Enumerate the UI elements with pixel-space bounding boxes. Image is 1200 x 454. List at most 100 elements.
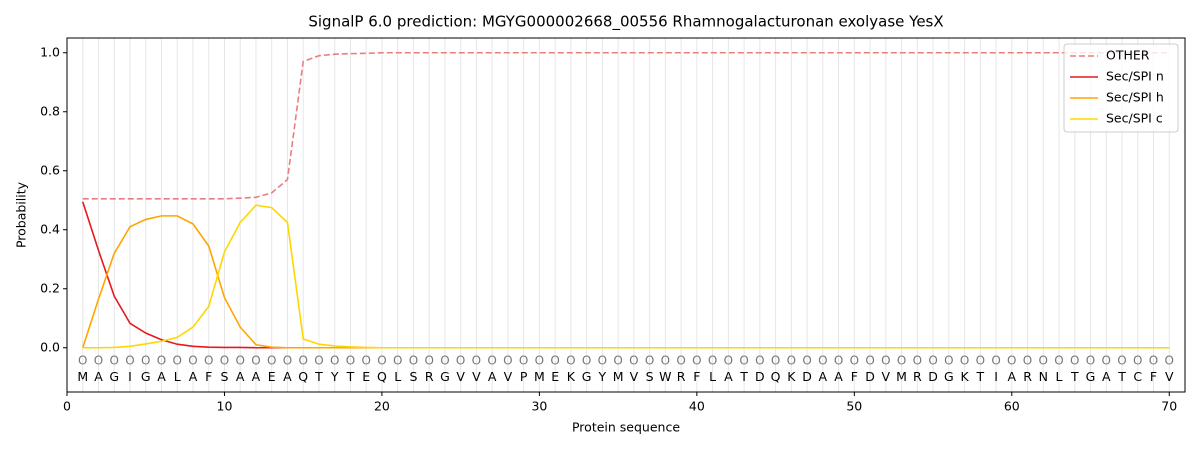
residue-label: L xyxy=(394,369,401,384)
series-line xyxy=(81,215,1170,349)
state-label: O xyxy=(235,354,244,368)
residue-label: T xyxy=(975,369,984,384)
residue-label: T xyxy=(1117,369,1126,384)
residue-label: K xyxy=(787,369,796,384)
state-label: O xyxy=(220,354,229,368)
residue-label: V xyxy=(504,369,513,384)
state-label: O xyxy=(314,354,323,368)
legend-label: OTHER xyxy=(1106,48,1150,63)
residue-label: D xyxy=(865,369,875,384)
state-label: O xyxy=(724,354,733,368)
residue-label: R xyxy=(1023,369,1032,384)
series-line xyxy=(81,201,1170,349)
state-label: O xyxy=(172,354,181,368)
legend-label: Sec/SPI c xyxy=(1106,111,1163,126)
residue-label: Y xyxy=(330,369,339,384)
state-label: O xyxy=(141,354,150,368)
residue-label: F xyxy=(851,369,858,384)
residue-label: E xyxy=(268,369,276,384)
state-label: O xyxy=(991,354,1000,368)
residue-label: M xyxy=(896,369,907,384)
state-label: O xyxy=(361,354,370,368)
state-label: O xyxy=(535,354,544,368)
y-axis-label: Probability xyxy=(14,181,29,248)
residue-label: G xyxy=(141,369,151,384)
residue-label: R xyxy=(425,369,434,384)
state-label: O xyxy=(94,354,103,368)
residue-label: G xyxy=(582,369,592,384)
state-label: O xyxy=(676,354,685,368)
state-label: O xyxy=(1149,354,1158,368)
residue-label: L xyxy=(709,369,716,384)
residue-label: A xyxy=(819,369,828,384)
state-label: O xyxy=(913,354,922,368)
residue-label: A xyxy=(724,369,733,384)
residue-label: K xyxy=(567,369,576,384)
residue-label: T xyxy=(739,369,748,384)
state-label: O xyxy=(928,354,937,368)
residue-label: A xyxy=(189,369,198,384)
legend-label: Sec/SPI h xyxy=(1106,90,1164,105)
state-label: O xyxy=(850,354,859,368)
residue-label: R xyxy=(677,369,686,384)
residue-label: K xyxy=(960,369,969,384)
state-label: O xyxy=(865,354,874,368)
state-label: O xyxy=(1039,354,1048,368)
residue-label: V xyxy=(630,369,639,384)
state-label: O xyxy=(393,354,402,368)
residue-label: D xyxy=(928,369,938,384)
series-line xyxy=(82,51,1170,200)
state-label: O xyxy=(818,354,827,368)
residue-label: I xyxy=(994,369,998,384)
residue-label: M xyxy=(613,369,624,384)
legend-label: Sec/SPI n xyxy=(1106,69,1164,84)
state-label: O xyxy=(346,354,355,368)
state-label: O xyxy=(298,354,307,368)
state-label: O xyxy=(1054,354,1063,368)
residue-label: N xyxy=(1039,369,1048,384)
state-label: O xyxy=(1023,354,1032,368)
state-label: O xyxy=(409,354,418,368)
state-label: O xyxy=(739,354,748,368)
x-tick-label: 30 xyxy=(531,399,547,414)
state-label: O xyxy=(708,354,717,368)
state-label: O xyxy=(598,354,607,368)
residue-label: A xyxy=(252,369,261,384)
residue-label: D xyxy=(802,369,812,384)
residue-label: V xyxy=(882,369,891,384)
state-label: O xyxy=(897,354,906,368)
x-tick-label: 60 xyxy=(1004,399,1020,414)
state-label: O xyxy=(692,354,701,368)
residue-label: D xyxy=(755,369,765,384)
residue-label: T xyxy=(346,369,355,384)
state-label: O xyxy=(1070,354,1079,368)
state-label: O xyxy=(1117,354,1126,368)
plot-frame xyxy=(66,37,1186,393)
state-label: O xyxy=(157,354,166,368)
residue-label: L xyxy=(1056,369,1063,384)
x-tick-label: 40 xyxy=(689,399,705,414)
state-label: O xyxy=(613,354,622,368)
y-tick-label: 0.4 xyxy=(40,221,60,236)
residue-label: A xyxy=(94,369,103,384)
state-label: O xyxy=(787,354,796,368)
y-tick-label: 0.8 xyxy=(40,103,60,118)
residue-label: A xyxy=(1008,369,1017,384)
state-label: O xyxy=(188,354,197,368)
residue-label: F xyxy=(1150,369,1157,384)
residue-label: A xyxy=(1102,369,1111,384)
residue-label: S xyxy=(220,369,228,384)
state-label: O xyxy=(566,354,575,368)
residue-label: G xyxy=(109,369,119,384)
state-label: O xyxy=(377,354,386,368)
residue-label: S xyxy=(409,369,417,384)
residue-label: L xyxy=(174,369,181,384)
residue-label: A xyxy=(236,369,245,384)
state-label: O xyxy=(582,354,591,368)
state-label: O xyxy=(472,354,481,368)
state-label: O xyxy=(976,354,985,368)
x-tick-label: 20 xyxy=(374,399,390,414)
state-label: O xyxy=(330,354,339,368)
y-tick-label: 1.0 xyxy=(40,44,60,59)
